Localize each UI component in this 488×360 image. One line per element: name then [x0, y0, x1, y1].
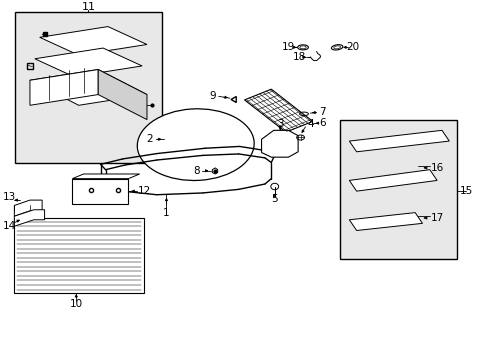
- Text: 5: 5: [271, 194, 278, 204]
- Text: 10: 10: [70, 299, 82, 309]
- Text: 6: 6: [319, 118, 325, 128]
- Polygon shape: [14, 210, 44, 226]
- Text: 8: 8: [193, 166, 200, 176]
- Polygon shape: [348, 130, 448, 152]
- Polygon shape: [40, 27, 147, 55]
- Polygon shape: [244, 89, 312, 132]
- Text: 15: 15: [459, 186, 472, 196]
- Text: 20: 20: [346, 42, 359, 52]
- Bar: [15, 12, 161, 162]
- Polygon shape: [212, 168, 217, 174]
- Polygon shape: [14, 200, 42, 216]
- Text: 2: 2: [146, 134, 152, 144]
- Bar: [339, 120, 456, 259]
- Polygon shape: [30, 69, 98, 105]
- Text: 17: 17: [429, 213, 443, 223]
- Text: 14: 14: [3, 221, 16, 231]
- Polygon shape: [98, 69, 147, 120]
- Bar: [72, 179, 128, 204]
- Polygon shape: [348, 170, 436, 191]
- Text: 13: 13: [3, 192, 16, 202]
- Text: 1: 1: [163, 208, 169, 218]
- Polygon shape: [348, 213, 422, 230]
- Text: 4: 4: [306, 119, 313, 129]
- Text: 7: 7: [319, 107, 325, 117]
- Text: 9: 9: [209, 91, 216, 102]
- Text: 18: 18: [292, 52, 305, 62]
- Polygon shape: [261, 130, 298, 157]
- Text: 16: 16: [429, 163, 443, 173]
- Text: 12: 12: [138, 186, 151, 196]
- Ellipse shape: [137, 109, 254, 180]
- Polygon shape: [30, 69, 147, 105]
- Text: 11: 11: [81, 2, 95, 12]
- Bar: [14, 218, 143, 293]
- Polygon shape: [35, 48, 142, 77]
- Polygon shape: [72, 174, 140, 179]
- Text: 19: 19: [281, 42, 294, 52]
- Text: 3: 3: [276, 119, 283, 129]
